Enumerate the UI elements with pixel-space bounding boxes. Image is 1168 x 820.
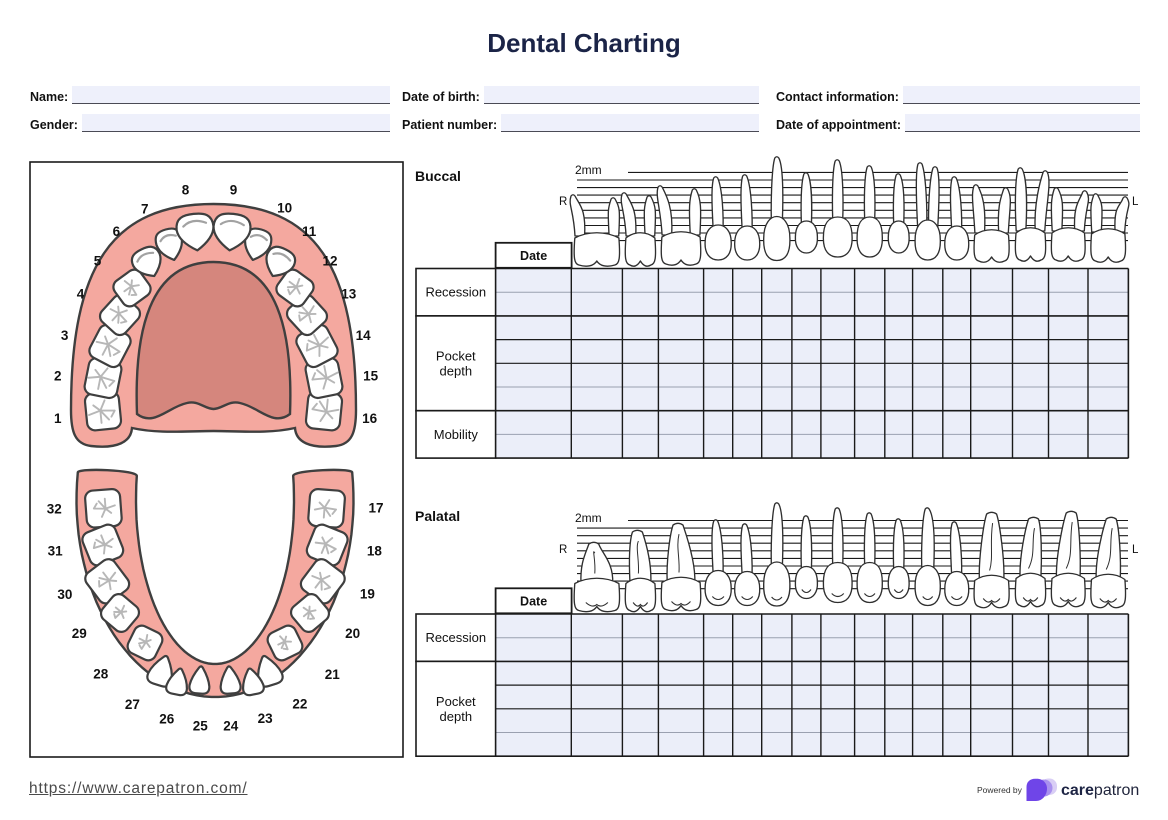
svg-text:14: 14 bbox=[356, 328, 372, 343]
svg-text:27: 27 bbox=[125, 697, 140, 712]
svg-text:12: 12 bbox=[322, 253, 337, 268]
svg-text:R: R bbox=[559, 196, 567, 208]
svg-text:31: 31 bbox=[48, 543, 64, 558]
svg-text:8: 8 bbox=[182, 182, 190, 197]
svg-text:L: L bbox=[1132, 196, 1139, 208]
svg-text:26: 26 bbox=[159, 712, 175, 727]
svg-text:19: 19 bbox=[360, 586, 375, 601]
svg-text:18: 18 bbox=[367, 543, 383, 558]
svg-text:depth: depth bbox=[440, 363, 473, 378]
svg-text:17: 17 bbox=[368, 501, 383, 516]
svg-text:28: 28 bbox=[93, 666, 109, 681]
svg-text:9: 9 bbox=[230, 182, 238, 197]
svg-text:16: 16 bbox=[362, 411, 378, 426]
svg-text:Buccal: Buccal bbox=[415, 168, 461, 184]
svg-text:3: 3 bbox=[61, 328, 69, 343]
svg-text:11: 11 bbox=[302, 224, 317, 239]
svg-text:Date: Date bbox=[520, 249, 547, 263]
svg-text:25: 25 bbox=[193, 718, 209, 733]
svg-text:Palatal: Palatal bbox=[415, 508, 460, 524]
svg-text:30: 30 bbox=[57, 587, 72, 602]
svg-text:4: 4 bbox=[77, 286, 85, 301]
svg-text:2mm: 2mm bbox=[575, 163, 602, 177]
svg-text:Date: Date bbox=[520, 594, 547, 608]
svg-text:L: L bbox=[1132, 544, 1139, 556]
svg-text:13: 13 bbox=[341, 286, 357, 301]
svg-text:2: 2 bbox=[54, 368, 62, 383]
svg-text:5: 5 bbox=[94, 253, 102, 268]
svg-text:depth: depth bbox=[440, 709, 473, 724]
svg-text:7: 7 bbox=[141, 201, 149, 216]
svg-text:32: 32 bbox=[47, 501, 62, 516]
svg-text:22: 22 bbox=[292, 696, 307, 711]
svg-text:Recession: Recession bbox=[425, 285, 486, 300]
svg-text:6: 6 bbox=[113, 224, 121, 239]
svg-text:Mobility: Mobility bbox=[434, 427, 479, 442]
svg-text:21: 21 bbox=[325, 667, 341, 682]
svg-text:Pocket: Pocket bbox=[436, 694, 476, 709]
svg-text:Recession: Recession bbox=[425, 630, 486, 645]
svg-text:1: 1 bbox=[54, 411, 62, 426]
svg-text:23: 23 bbox=[258, 711, 274, 726]
svg-text:2mm: 2mm bbox=[575, 511, 602, 525]
svg-text:24: 24 bbox=[223, 718, 239, 733]
svg-text:R: R bbox=[559, 544, 567, 556]
svg-text:15: 15 bbox=[363, 368, 379, 383]
svg-text:20: 20 bbox=[345, 626, 360, 641]
svg-text:29: 29 bbox=[72, 626, 87, 641]
svg-text:10: 10 bbox=[277, 201, 292, 216]
svg-text:Pocket: Pocket bbox=[436, 348, 476, 363]
